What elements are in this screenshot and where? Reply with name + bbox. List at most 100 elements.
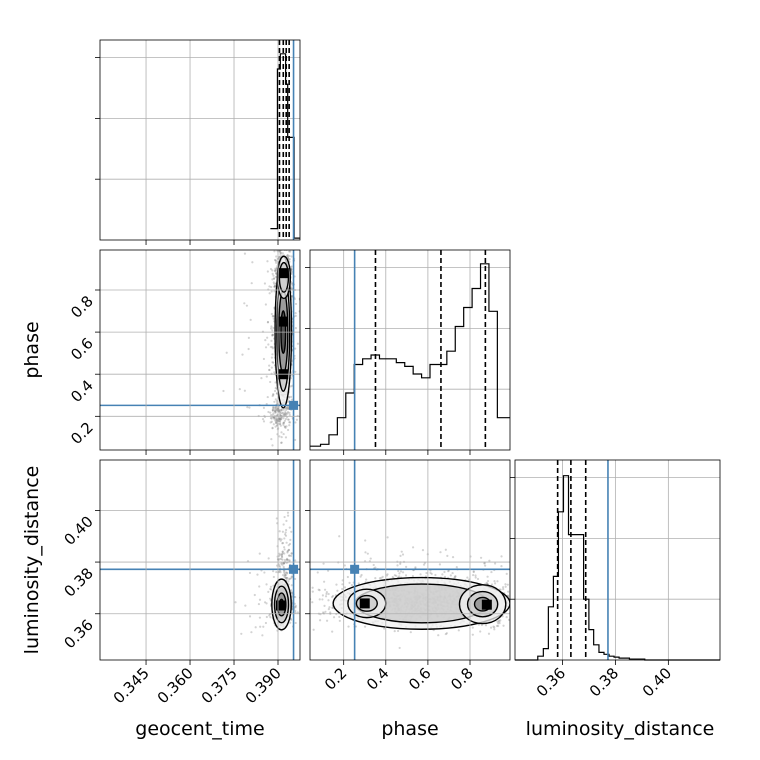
phase-vs-geocent-time-sample [274,421,278,424]
luminosity-distance-vs-geocent-time-sample [290,591,293,594]
luminosity-distance-vs-geocent-time-sample [280,555,284,558]
phase-vs-geocent-time-sample [291,374,294,377]
luminosity-distance-vs-phase-sample [323,604,326,608]
luminosity-distance-vs-phase-sample [323,588,327,591]
phase-vs-geocent-time-sample [280,412,284,415]
phase-vs-geocent-time-sample [278,413,281,416]
phase-vs-geocent-time-sample [274,259,277,262]
luminosity-distance-vs-geocent-time-sample [287,558,290,562]
luminosity-distance-vs-phase-sample [411,575,414,578]
phase-vs-geocent-time-sample [271,407,275,410]
luminosity-distance-vs-phase-sample [437,634,440,637]
luminosity-distance-vs-phase-sample [487,632,491,635]
luminosity-distance-vs-phase-sample [311,586,314,589]
luminosity-distance-vs-geocent-time-sample [280,553,284,557]
luminosity-distance-vs-geocent-time-sample [288,577,291,580]
luminosity-distance-vs-phase-sample [472,570,475,574]
luminosity-distance-vs-geocent-time-sample [294,606,297,609]
phase-vs-geocent-time-sample [293,246,295,248]
luminosity-distance-vs-phase-sample [303,595,305,597]
y-tick-label-phase: 0.4 [67,376,97,406]
luminosity-distance-vs-phase-sample [369,557,372,560]
luminosity-distance-vs-geocent-time-sample [290,552,293,555]
x-tick-label-geocent_time: 0.360 [154,664,197,707]
phase-vs-geocent-time-sample [249,318,252,321]
phase-vs-geocent-time-sample [262,406,266,409]
phase-vs-geocent-time-sample [281,247,283,249]
luminosity-distance-vs-geocent-time-sample [283,552,286,555]
phase-vs-geocent-time-sample [243,302,246,305]
phase-vs-geocent-time-sample [278,435,281,438]
x-tick-label-luminosity_distance: 0.38 [586,664,622,700]
phase-vs-geocent-time-sample [246,243,248,245]
luminosity-distance-vs-phase-density-mode [359,598,370,609]
luminosity-distance-vs-phase-sample [323,580,326,583]
y-tick-label-phase: 0.2 [67,418,97,448]
phase-vs-geocent-time-sample [270,290,273,293]
luminosity-distance-vs-phase-sample [393,574,396,577]
luminosity-distance-vs-phase-sample [506,583,509,586]
luminosity-distance-vs-phase-frame [309,459,511,661]
phase-vs-geocent-time-sample [279,410,282,413]
phase-vs-geocent-time-sample [284,417,288,421]
luminosity-distance-vs-phase-sample [434,573,437,577]
phase-vs-geocent-time-sample [269,411,272,414]
phase-vs-geocent-time-sample [271,269,274,272]
luminosity-distance-vs-phase-sample [528,589,530,591]
phase-vs-geocent-time-plot [100,243,300,453]
phase-vs-geocent-time-sample [262,357,266,361]
phase-vs-geocent-time-sample [268,368,271,371]
luminosity-distance-vs-geocent-time-sample [262,625,265,628]
phase-vs-geocent-time-sample [278,250,281,253]
phase-vs-geocent-time-sample [272,317,275,320]
phase-vs-geocent-time-sample [282,421,286,424]
phase-vs-geocent-time-sample [288,254,291,258]
luminosity-distance-vs-geocent-time-sample [282,562,286,565]
luminosity-distance-vs-geocent-time-sample [278,570,281,573]
phase-vs-geocent-time-sample [269,380,272,384]
luminosity-distance-vs-geocent-time-sample [286,549,290,552]
luminosity-distance-vs-phase-sample [401,571,405,574]
luminosity-distance-vs-geocent-time-sample [258,585,261,588]
phase-vs-geocent-time-sample [271,413,274,416]
luminosity-distance-vs-phase-sample [404,574,408,577]
luminosity-distance-vs-phase-sample [466,576,469,579]
phase-vs-geocent-time-density-mode [278,268,289,279]
luminosity-distance-vs-geocent-time-sample [267,590,270,593]
luminosity-distance-vs-phase-sample [447,570,450,573]
luminosity-distance-vs-phase-sample [329,611,332,614]
luminosity-distance-vs-geocent-time-injection-marker [289,564,299,574]
luminosity-distance-vs-phase-sample [531,603,533,605]
luminosity-distance-vs-geocent-time-sample [287,548,291,551]
luminosity-distance-vs-geocent-time-sample [264,621,268,625]
luminosity-distance-vs-geocent-time-sample [269,585,273,588]
luminosity-distance-vs-phase-sample [495,624,499,628]
phase-vs-geocent-time-sample [270,356,273,359]
luminosity-distance-vs-geocent-time-sample [289,538,292,541]
luminosity-distance-vs-geocent-time-density-mode [275,600,286,611]
luminosity-distance-vs-geocent-time-sample [248,571,252,575]
phase-vs-geocent-time-sample [289,395,293,398]
x-axis-label-luminosity-distance: luminosity_distance [526,718,715,740]
phase-vs-geocent-time-sample [265,375,268,378]
luminosity-distance-vs-phase-sample [331,630,334,633]
phase-vs-geocent-time-sample [263,282,267,285]
phase-vs-geocent-time-sample [271,333,274,336]
phase-vs-geocent-time-sample [281,451,283,453]
luminosity-distance-vs-geocent-time-sample [281,558,284,561]
phase-vs-geocent-time-sample [271,409,275,412]
luminosity-distance-vs-phase-sample [453,575,457,578]
luminosity-distance-vs-phase-sample [483,562,486,565]
luminosity-distance-vs-geocent-time-sample [265,583,268,586]
phase-vs-geocent-time-sample [287,401,290,404]
phase-vs-geocent-time-sample [273,285,277,289]
phase-vs-geocent-time-sample [290,246,292,248]
luminosity-distance-vs-phase-sample [497,624,500,628]
phase-vs-geocent-time-sample [285,412,288,415]
luminosity-distance-vs-geocent-time-sample [283,533,287,536]
luminosity-distance-vs-phase-sample [507,618,510,621]
luminosity-distance-vs-phase-sample [474,576,477,579]
luminosity-distance-vs-geocent-time-sample [285,571,289,574]
phase-vs-geocent-time-sample [273,409,277,413]
phase-vs-geocent-time-sample [273,258,277,262]
